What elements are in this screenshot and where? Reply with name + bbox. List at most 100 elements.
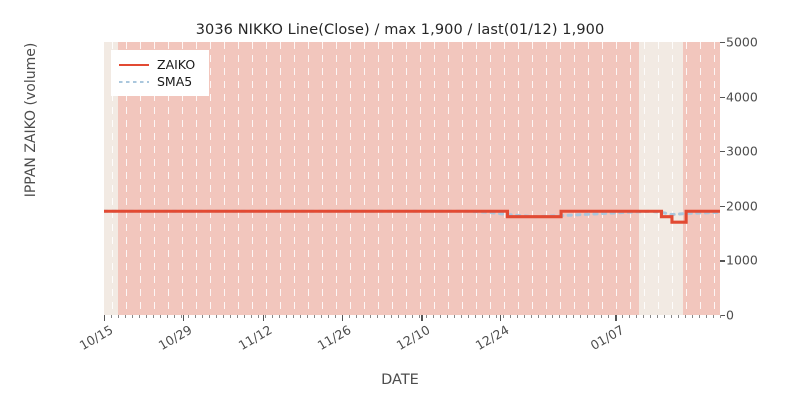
x-tick-minor [279,315,280,318]
x-tick-minor [496,315,497,318]
x-tick-minor [720,315,721,318]
x-tick-minor [517,315,518,318]
x-tick-label: 11/26 [314,322,354,354]
x-tick-minor [335,315,336,318]
y-tick-mark [720,260,725,262]
legend-label-sma5: SMA5 [157,74,193,89]
legend-item-sma5[interactable]: SMA5 [119,73,199,90]
x-tick-minor [377,315,378,318]
x-tick-minor [538,315,539,318]
x-tick-minor [468,315,469,318]
x-tick-minor [650,315,651,318]
x-tick-minor [139,315,140,318]
y-axis-label: IPPAN ZAIKO (volume) [23,42,39,198]
x-tick-minor [223,315,224,318]
x-tick-label: 01/07 [588,322,627,354]
x-tick-minor [293,315,294,318]
x-tick-minor [153,315,154,318]
background-band [110,42,118,315]
x-tick-label: 10/29 [155,322,195,354]
x-tick-mark [500,315,502,321]
x-tick-minor [391,315,392,318]
x-tick-minor [244,315,245,318]
x-tick-minor [671,315,672,318]
x-tick-minor [713,315,714,318]
x-tick-minor [384,315,385,318]
x-tick-minor [489,315,490,318]
data-series-layer [104,209,720,224]
x-tick-minor [454,315,455,318]
x-tick-minor [636,315,637,318]
x-tick-minor [510,315,511,318]
background-band [638,42,684,315]
x-tick-minor [328,315,329,318]
x-tick-minor [475,315,476,318]
y-tick-mark [720,96,725,98]
x-tick-minor [118,315,119,318]
x-tick-minor [531,315,532,318]
zaiko-line-swatch-icon [119,59,149,71]
x-tick-minor [265,315,266,318]
legend-label-zaiko: ZAIKO [157,57,196,72]
x-tick-mark [341,315,344,321]
x-tick-minor [202,315,203,318]
x-tick-minor [314,315,315,318]
y-tick-label: 0 [726,307,734,323]
x-tick-minor [580,315,581,318]
x-tick-minor [643,315,644,318]
x-tick-minor [209,315,210,318]
x-tick-minor [356,315,357,318]
x-tick-minor [188,315,189,318]
x-tick-label: 11/12 [235,322,275,354]
x-tick-minor [503,315,504,318]
chart-title: 3036 NIKKO Line(Close) / max 1,900 / las… [195,22,605,38]
x-tick-minor [370,315,371,318]
x-tick-minor [181,315,182,318]
x-tick-minor [622,315,623,318]
x-tick-label: 12/10 [394,322,433,354]
x-tick-minor [608,315,609,318]
x-tick-minor [195,315,196,318]
x-tick-minor [132,315,133,318]
x-tick-minor [258,315,259,318]
x-tick-minor [692,315,693,318]
background-band [104,42,111,315]
x-tick-minor [664,315,665,318]
x-tick-minor [167,315,168,318]
x-tick-minor [678,315,679,318]
y-tick-label: 5000 [726,34,758,50]
x-tick-minor [286,315,287,318]
x-tick-label: 10/15 [76,322,116,354]
sma5-line-swatch-icon [119,76,149,88]
legend-item-zaiko[interactable]: ZAIKO [119,56,199,73]
x-tick-minor [307,315,308,318]
x-tick-minor [111,315,112,318]
chart-legend[interactable]: ZAIKO SMA5 [111,50,209,96]
y-tick-label: 3000 [726,143,758,159]
x-tick-minor [440,315,441,318]
x-tick-minor [573,315,574,318]
x-tick-minor [657,315,658,318]
x-tick-minor [552,315,553,318]
x-tick-minor [706,315,707,318]
zaiko-series-line [104,209,720,224]
y-tick-mark [720,151,725,153]
x-tick-minor [349,315,350,318]
x-tick-minor [433,315,434,318]
x-tick-minor [587,315,588,318]
x-tick-minor [321,315,322,318]
x-tick-minor [230,315,231,318]
x-tick-minor [461,315,462,318]
x-tick-minor [160,315,161,318]
y-tick-label: 2000 [726,198,758,214]
x-tick-mark [262,315,265,321]
x-tick-minor [125,315,126,318]
y-tick-mark [720,205,725,208]
x-tick-minor [398,315,399,318]
x-tick-mark [421,315,423,321]
x-tick-minor [559,315,560,318]
y-tick-mark [720,42,725,44]
x-tick-minor [272,315,273,318]
x-tick-minor [426,315,427,318]
